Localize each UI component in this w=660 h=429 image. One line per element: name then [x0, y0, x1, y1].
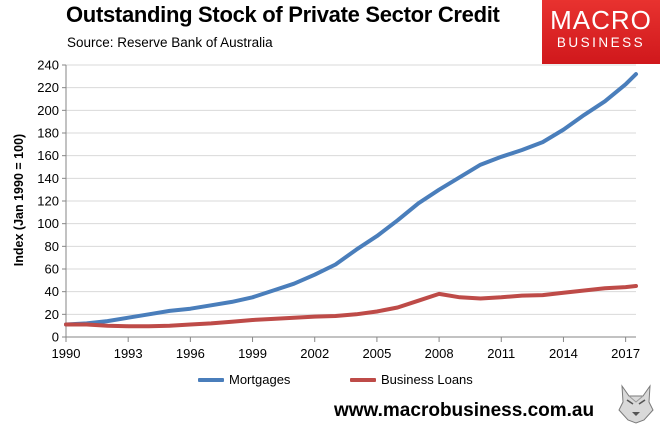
x-tick-label-2011: 2011: [487, 346, 515, 361]
y-tick-label-80: 80: [45, 239, 59, 254]
x-tick-label-2014: 2014: [549, 346, 578, 361]
logo-line1: MACRO: [550, 5, 652, 35]
x-tick-label-1993: 1993: [114, 346, 143, 361]
legend-item-business-loans: Business Loans: [350, 372, 473, 387]
x-tick-label-2008: 2008: [425, 346, 454, 361]
y-tick-label-0: 0: [52, 330, 59, 345]
y-tick-label-180: 180: [37, 126, 59, 141]
x-tick-label-1990: 1990: [52, 346, 81, 361]
chart-title: Outstanding Stock of Private Sector Cred…: [66, 2, 500, 27]
logo-line2: BUSINESS: [556, 35, 646, 50]
grid-lines: [66, 64, 636, 315]
y-tick-label-60: 60: [45, 262, 59, 277]
macrobusiness-logo: MACRO BUSINESS: [542, 0, 660, 64]
y-axis-label: Index (Jan 1990 = 100): [12, 134, 26, 266]
x-tick-label-2002: 2002: [300, 346, 329, 361]
series-line-business-loans: [64, 284, 638, 329]
y-tick-label-120: 120: [37, 194, 59, 209]
series-lines: [64, 72, 638, 329]
y-tick-label-160: 160: [37, 148, 59, 163]
y-tick-label-140: 140: [37, 171, 59, 186]
y-tick-label-20: 20: [45, 307, 59, 322]
legend: Mortgages Business Loans: [0, 372, 660, 394]
x-tick-label-1996: 1996: [176, 346, 205, 361]
y-tick-label-100: 100: [37, 216, 59, 231]
y-tick-label-220: 220: [37, 80, 59, 95]
chart-source: Source: Reserve Bank of Australia: [67, 35, 273, 50]
x-tick-labels: 1990 1993 1996 1999 2002 2005 2008 2011 2014 2017: [52, 346, 641, 361]
x-tick-label-2005: 2005: [362, 346, 391, 361]
legend-label-business-loans: Business Loans: [381, 372, 473, 387]
legend-label-mortgages: Mortgages: [229, 372, 291, 387]
y-tick-label-40: 40: [45, 284, 59, 299]
axes: [62, 64, 636, 342]
wolf-mascot-icon: [618, 384, 654, 424]
y-tick-label-200: 200: [37, 103, 59, 118]
x-tick-label-2017: 2017: [611, 346, 640, 361]
x-tick-label-1999: 1999: [238, 346, 267, 361]
legend-swatch-mortgages: [198, 377, 224, 382]
y-tick-labels: 0 20 40 60 80 100 120 140 160 180 200 220 240: [37, 58, 59, 345]
legend-item-mortgages: Mortgages: [198, 372, 290, 387]
website-url[interactable]: www.macrobusiness.com.au: [334, 400, 595, 421]
y-tick-label-240: 240: [37, 58, 59, 73]
legend-swatch-business-loans: [350, 377, 376, 382]
series-line-mortgages: [64, 72, 638, 327]
